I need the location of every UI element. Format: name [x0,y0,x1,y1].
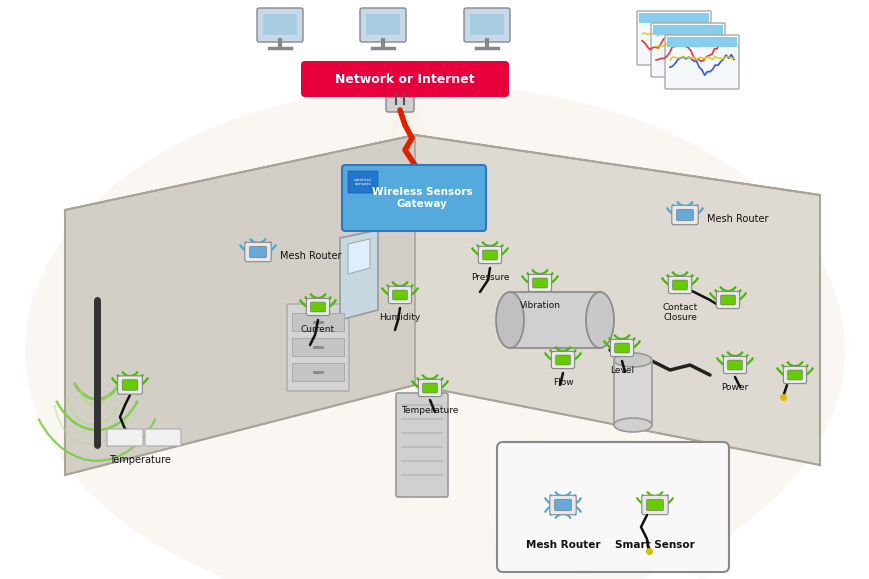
Text: Power: Power [720,383,747,392]
Bar [262,14,296,35]
Text: Flow: Flow [552,378,573,387]
FancyBboxPatch shape [418,379,441,397]
FancyBboxPatch shape [614,343,628,353]
FancyBboxPatch shape [676,210,693,221]
FancyBboxPatch shape [107,429,143,446]
FancyBboxPatch shape [496,442,728,572]
FancyBboxPatch shape [342,165,486,231]
FancyBboxPatch shape [388,287,411,303]
Bar [614,360,651,425]
FancyBboxPatch shape [726,360,741,370]
Bar [469,14,503,35]
FancyBboxPatch shape [256,8,302,42]
FancyBboxPatch shape [532,278,547,288]
Text: Humidity: Humidity [379,313,420,322]
Polygon shape [348,239,369,274]
FancyBboxPatch shape [422,383,437,393]
Ellipse shape [614,418,651,432]
Text: Vibration: Vibration [519,301,560,310]
FancyBboxPatch shape [782,367,806,384]
Polygon shape [65,135,415,475]
Bar [653,25,722,35]
FancyBboxPatch shape [478,247,501,263]
FancyBboxPatch shape [786,370,801,380]
FancyBboxPatch shape [145,429,181,446]
Text: Network or Internet: Network or Internet [335,72,474,86]
FancyBboxPatch shape [555,355,570,365]
FancyBboxPatch shape [117,376,143,394]
Text: Temperature: Temperature [109,455,170,465]
FancyBboxPatch shape [122,380,137,390]
FancyBboxPatch shape [527,274,551,292]
Ellipse shape [586,292,614,348]
Ellipse shape [25,85,844,579]
Text: Mesh Router: Mesh Router [706,214,767,224]
FancyBboxPatch shape [664,35,738,89]
FancyBboxPatch shape [667,276,691,294]
Text: Temperature: Temperature [401,406,458,415]
Ellipse shape [495,292,523,348]
Text: Wireless Sensors
Gateway: Wireless Sensors Gateway [371,187,472,209]
FancyBboxPatch shape [672,280,687,290]
FancyBboxPatch shape [671,206,698,225]
FancyBboxPatch shape [287,304,348,391]
FancyBboxPatch shape [715,291,739,309]
Text: Mesh Router: Mesh Router [280,251,342,261]
Text: Mesh Router: Mesh Router [525,540,600,550]
FancyBboxPatch shape [636,11,710,65]
FancyBboxPatch shape [249,247,266,258]
FancyBboxPatch shape [650,23,724,77]
Ellipse shape [614,353,651,367]
Polygon shape [415,135,819,465]
FancyBboxPatch shape [395,393,448,497]
Text: Current: Current [301,325,335,334]
Text: Pressure: Pressure [470,273,508,282]
Bar [292,338,343,356]
FancyBboxPatch shape [301,61,508,97]
FancyBboxPatch shape [360,8,406,42]
FancyBboxPatch shape [646,500,662,511]
FancyBboxPatch shape [549,495,575,515]
Bar [638,13,708,23]
Text: Contact
Closure: Contact Closure [661,303,697,323]
Bar [366,14,400,35]
FancyBboxPatch shape [507,292,602,348]
Polygon shape [340,230,377,320]
Polygon shape [65,135,819,475]
FancyBboxPatch shape [641,495,667,515]
FancyBboxPatch shape [554,500,571,511]
FancyBboxPatch shape [306,298,329,316]
Text: wireless
sensors: wireless sensors [354,178,371,186]
FancyBboxPatch shape [551,351,574,369]
Bar [292,313,343,331]
FancyBboxPatch shape [386,86,414,112]
Bar [292,363,343,381]
Bar [667,37,736,47]
Text: Smart Sensor: Smart Sensor [614,540,694,550]
FancyBboxPatch shape [392,290,407,300]
FancyBboxPatch shape [482,250,497,260]
FancyBboxPatch shape [244,242,271,262]
FancyBboxPatch shape [722,357,746,373]
FancyBboxPatch shape [610,339,633,357]
FancyBboxPatch shape [463,8,509,42]
FancyBboxPatch shape [720,295,734,305]
FancyBboxPatch shape [348,171,377,193]
Text: Level: Level [609,366,634,375]
FancyBboxPatch shape [310,302,325,312]
